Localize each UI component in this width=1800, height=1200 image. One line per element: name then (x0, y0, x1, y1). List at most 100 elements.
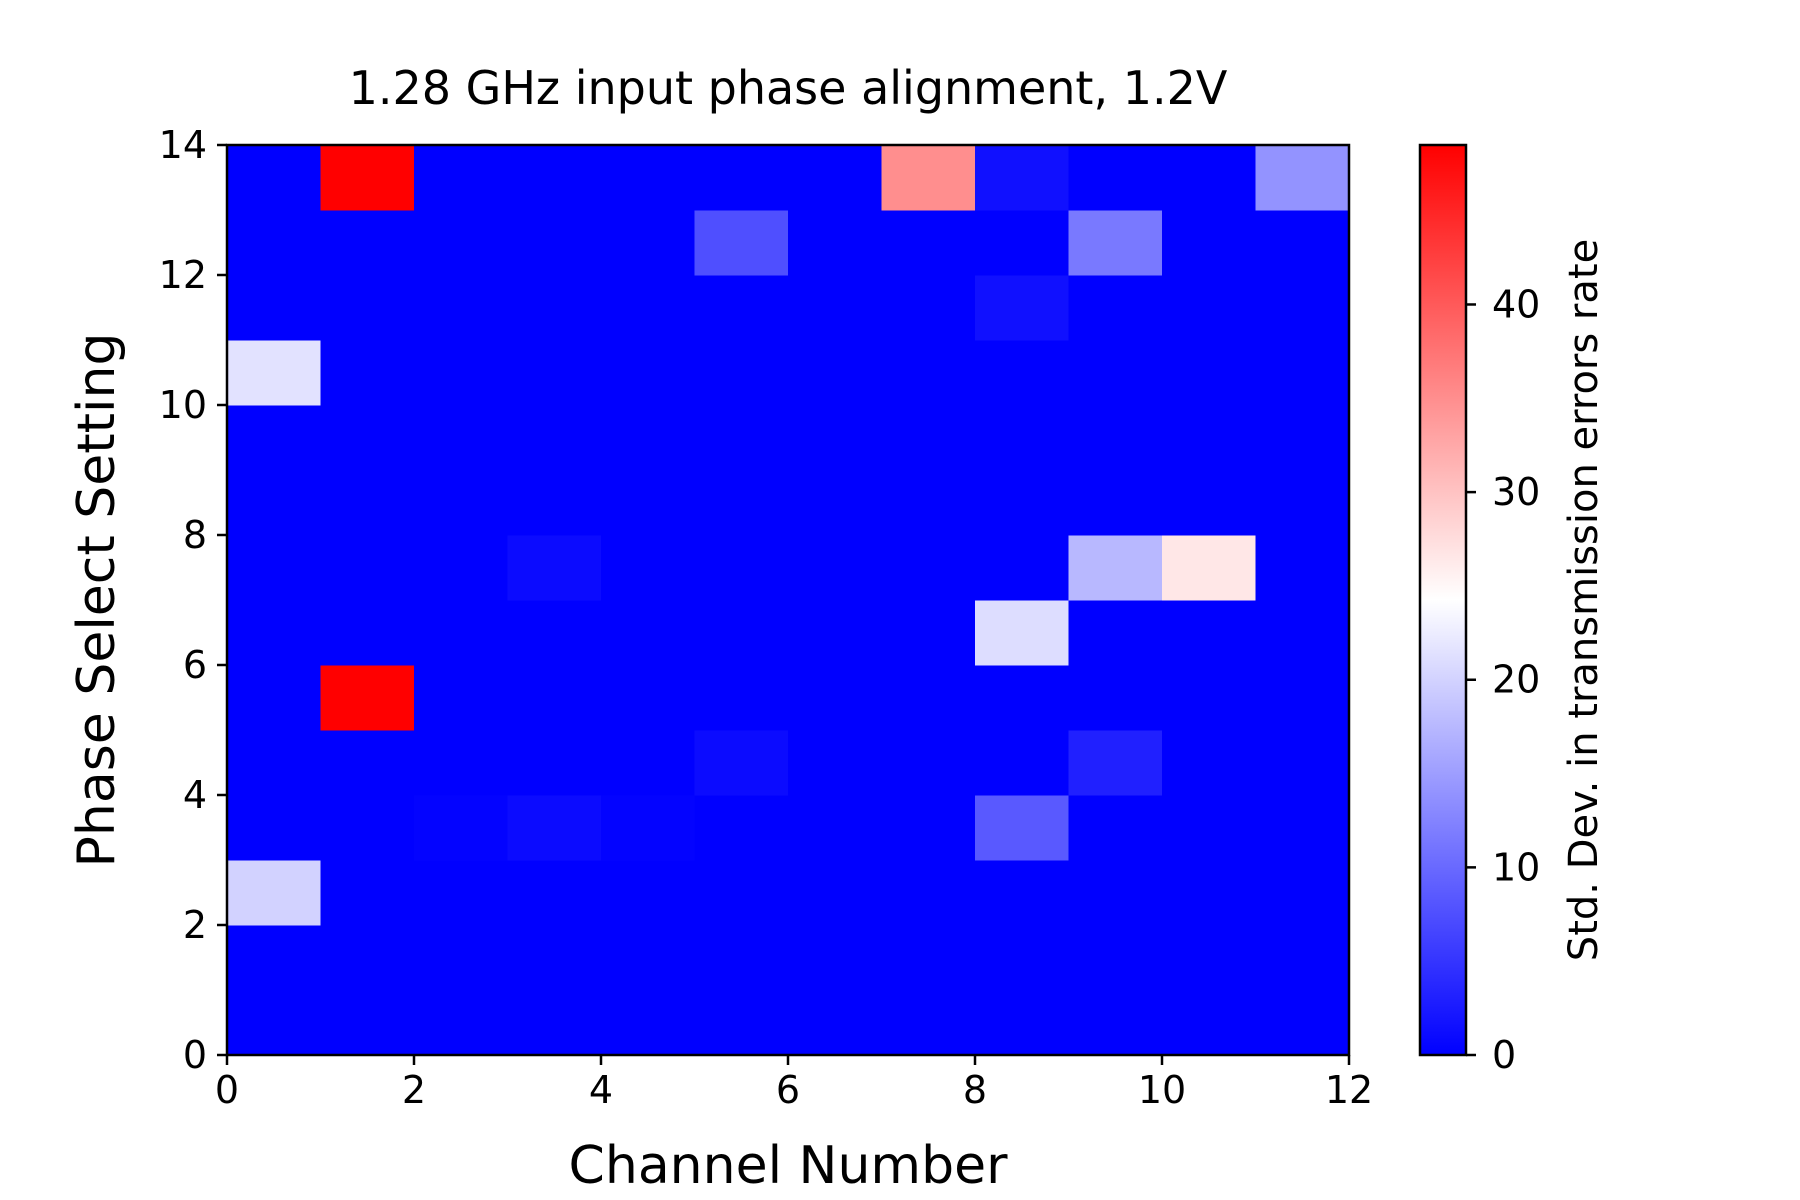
heatmap-cell (1162, 470, 1257, 536)
heatmap-cell (694, 925, 789, 991)
heatmap-cell (414, 210, 509, 276)
heatmap-cell (975, 600, 1070, 666)
x-tick-label: 10 (1138, 1068, 1186, 1112)
heatmap-cell (227, 860, 322, 926)
heatmap-cell (320, 600, 415, 666)
heatmap-cell (1255, 925, 1350, 991)
heatmap-cell (694, 210, 789, 276)
y-tick-label: 10 (159, 383, 207, 427)
x-tick-label: 2 (402, 1068, 426, 1112)
heatmap-cell (881, 535, 976, 601)
heatmap-cell (694, 535, 789, 601)
heatmap-cell (1255, 470, 1350, 536)
heatmap-cell (694, 795, 789, 861)
heatmap-cell (507, 860, 602, 926)
heatmap-cell (881, 860, 976, 926)
heatmap-cell (788, 730, 883, 796)
heatmap-cell (1255, 990, 1350, 1056)
heatmap-cell (320, 145, 415, 211)
y-axis-ticks: 0 2 4 6 8 10 12 14 (159, 123, 227, 1077)
heatmap-cell (1068, 535, 1163, 601)
heatmap-cell (694, 405, 789, 471)
heatmap-cell (975, 145, 1070, 211)
heatmap-cell (601, 990, 696, 1056)
x-tick-label: 4 (589, 1068, 613, 1112)
x-axis-label: Channel Number (569, 1136, 1009, 1196)
heatmap-cell (1255, 145, 1350, 211)
heatmap-cell (507, 665, 602, 731)
heatmap-cell (320, 730, 415, 796)
heatmap-cell (1162, 860, 1257, 926)
colorbar-tick-label: 0 (1492, 1033, 1516, 1077)
heatmap-cell (320, 535, 415, 601)
heatmap-cell (1255, 275, 1350, 341)
colorbar-tick-label: 10 (1492, 845, 1540, 889)
heatmap-cell (1255, 600, 1350, 666)
heatmap-cell (694, 860, 789, 926)
y-tick-label: 14 (159, 123, 207, 167)
x-axis-ticks: 0 2 4 6 8 10 12 (215, 1055, 1373, 1112)
heatmap-cell (1255, 535, 1350, 601)
heatmap-cell (788, 405, 883, 471)
heatmap-cell (788, 470, 883, 536)
heatmap-cell (1255, 795, 1350, 861)
heatmap-cell (788, 925, 883, 991)
heatmap-cell (1162, 990, 1257, 1056)
heatmap-cell (601, 470, 696, 536)
heatmap-cell (788, 795, 883, 861)
heatmap-cell (507, 340, 602, 406)
heatmap-cell (414, 145, 509, 211)
heatmap-cell (601, 535, 696, 601)
colorbar-ticks: 0 10 20 30 40 (1466, 282, 1540, 1077)
heatmap-cell (694, 665, 789, 731)
heatmap-cell (881, 665, 976, 731)
heatmap-cell (227, 665, 322, 731)
heatmap-cell (601, 795, 696, 861)
heatmap-cell (1068, 925, 1163, 991)
heatmap-cell (975, 405, 1070, 471)
heatmap-cell (881, 470, 976, 536)
y-tick-label: 8 (183, 513, 207, 557)
heatmap-cell (414, 600, 509, 666)
heatmap-cell (788, 145, 883, 211)
heatmap-cell (1162, 925, 1257, 991)
heatmap-cell (414, 275, 509, 341)
y-tick-label: 0 (183, 1033, 207, 1077)
colorbar (1418, 143, 1468, 1057)
heatmap-cell (975, 535, 1070, 601)
heatmap-cell (788, 600, 883, 666)
heatmap-cell (320, 405, 415, 471)
heatmap-cell (788, 275, 883, 341)
heatmap-cell (1162, 600, 1257, 666)
heatmap-cell (975, 860, 1070, 926)
heatmap-cell (414, 340, 509, 406)
heatmap-cell (788, 535, 883, 601)
heatmap-cell (881, 210, 976, 276)
heatmap-cell (320, 925, 415, 991)
heatmap-cell (975, 470, 1070, 536)
y-tick-label: 4 (183, 773, 207, 817)
heatmap-cell (601, 665, 696, 731)
heatmap-cell (694, 275, 789, 341)
x-tick-label: 12 (1325, 1068, 1373, 1112)
heatmap-cell (1162, 145, 1257, 211)
heatmap-cell (227, 600, 322, 666)
heatmap-cell (227, 210, 322, 276)
heatmap-cell (1162, 795, 1257, 861)
heatmap-cell (507, 405, 602, 471)
heatmap-cell (601, 600, 696, 666)
heatmap-cell (601, 405, 696, 471)
colorbar-tick-label: 30 (1492, 470, 1540, 514)
heatmap-cell (507, 795, 602, 861)
heatmap-cell (1162, 665, 1257, 731)
heatmap-cell (694, 470, 789, 536)
heatmap-cell (1162, 275, 1257, 341)
heatmap-cell (507, 600, 602, 666)
heatmap-cell (227, 340, 322, 406)
heatmap-cell (694, 990, 789, 1056)
heatmap-cell (1068, 795, 1163, 861)
heatmap-cell (1068, 210, 1163, 276)
heatmap-cell (881, 340, 976, 406)
heatmap-cells (227, 145, 1350, 1056)
